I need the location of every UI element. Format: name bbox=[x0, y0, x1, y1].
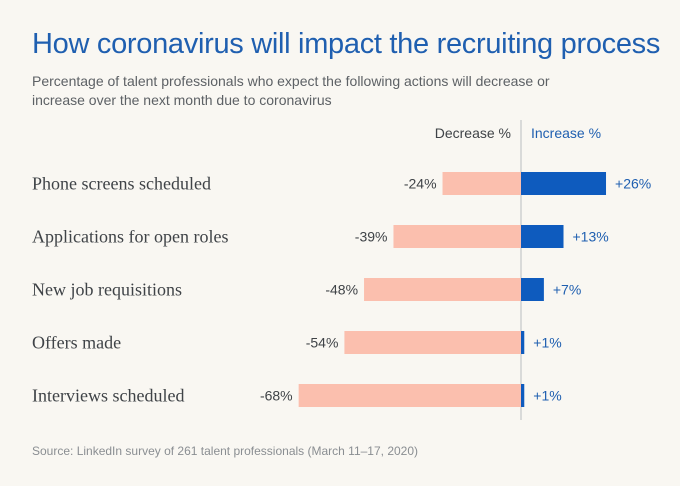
increase-value-label: +13% bbox=[573, 229, 609, 245]
increase-bar bbox=[521, 278, 544, 301]
increase-bar bbox=[521, 384, 525, 407]
decrease-value-label: -48% bbox=[325, 282, 358, 298]
decrease-value-label: -24% bbox=[404, 176, 437, 192]
category-label: Applications for open roles bbox=[32, 227, 228, 247]
increase-value-label: +1% bbox=[533, 388, 561, 404]
legend-decrease-label: Decrease % bbox=[435, 125, 511, 141]
increase-bar bbox=[521, 331, 525, 354]
category-label: Phone screens scheduled bbox=[32, 174, 211, 194]
decrease-bar bbox=[442, 172, 521, 195]
decrease-bar bbox=[344, 331, 521, 354]
decrease-value-label: -68% bbox=[260, 388, 293, 404]
increase-value-label: +7% bbox=[553, 282, 581, 298]
category-label: Offers made bbox=[32, 333, 121, 353]
source-note: Source: LinkedIn survey of 261 talent pr… bbox=[32, 444, 419, 458]
decrease-value-label: -39% bbox=[355, 229, 388, 245]
increase-bar bbox=[521, 172, 607, 195]
legend-increase-label: Increase % bbox=[531, 125, 601, 141]
category-label: New job requisitions bbox=[32, 280, 182, 300]
increase-value-label: +1% bbox=[533, 335, 561, 351]
category-label: Interviews scheduled bbox=[32, 386, 184, 406]
increase-value-label: +26% bbox=[615, 176, 651, 192]
increase-bar bbox=[521, 225, 564, 248]
decrease-bar bbox=[298, 384, 521, 407]
decrease-bar bbox=[393, 225, 521, 248]
chart-subtitle: Percentage of talent professionals who e… bbox=[32, 73, 550, 108]
chart-title: How coronavirus will impact the recruiti… bbox=[32, 28, 661, 60]
decrease-value-label: -54% bbox=[306, 335, 339, 351]
decrease-bar bbox=[364, 278, 521, 301]
